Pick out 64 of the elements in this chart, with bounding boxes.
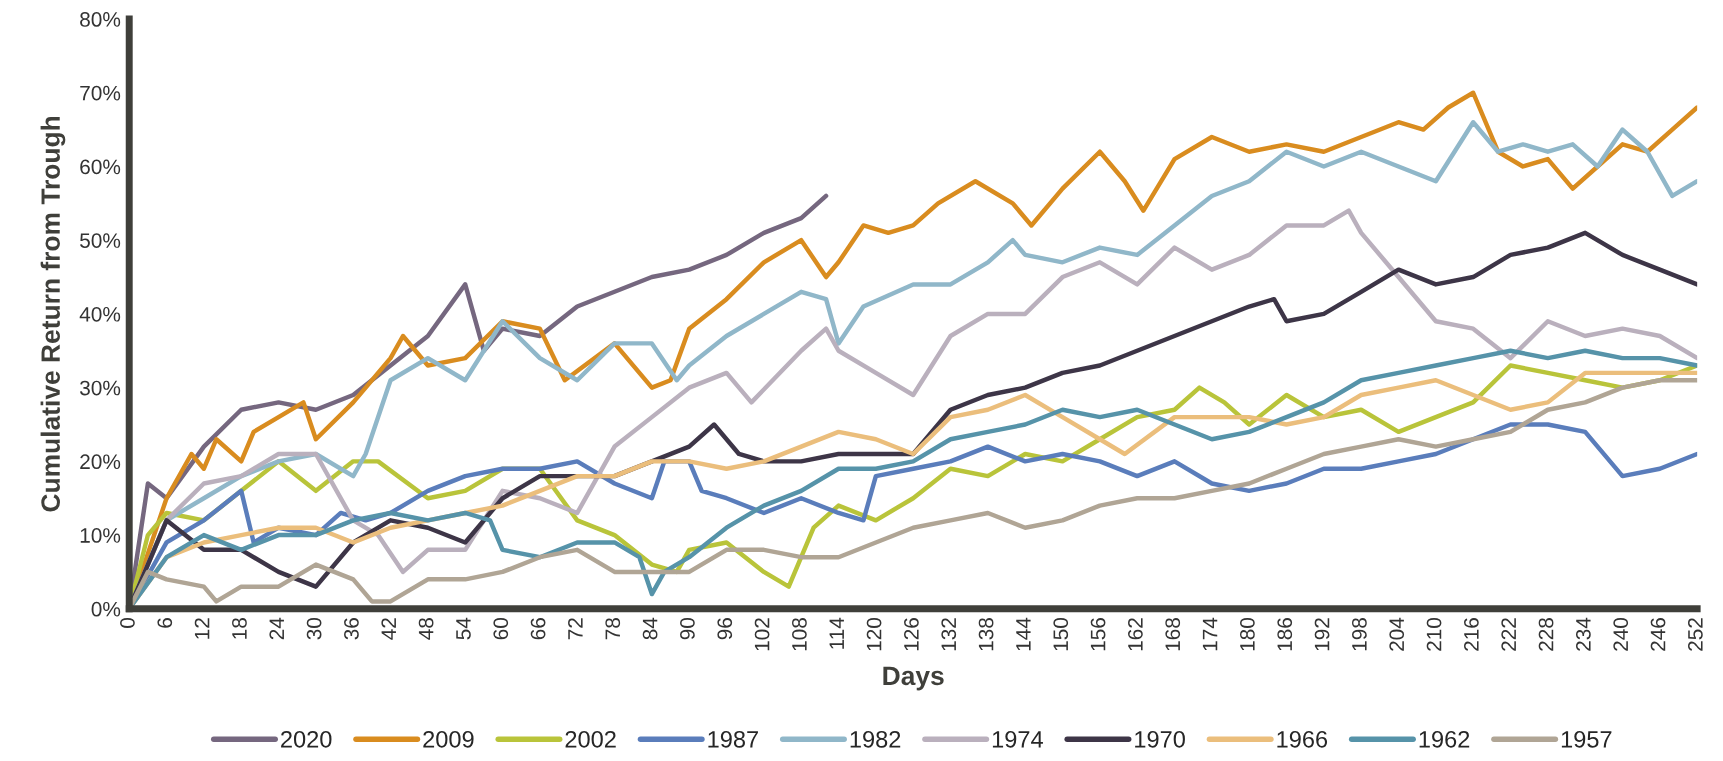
x-tick-label: 114 [829,617,844,649]
x-tick-label: 36 [344,618,359,640]
x-tick-label: 6 [157,618,173,628]
legend-label: 2009 [423,730,474,748]
x-tick-label: 198 [1352,618,1367,651]
x-tick-label: 204 [1389,617,1405,651]
x-tick-label: 150 [1053,617,1069,651]
y-axis-title: Cumulative Return from Trough [40,116,66,512]
x-tick-label: 18 [232,618,247,639]
x-tick-label: 0 [120,617,135,628]
x-tick-label: 48 [418,618,434,640]
x-tick-label: 78 [605,618,621,640]
x-tick-label: 108 [792,618,807,651]
x-tick-label: 126 [904,618,919,651]
x-tick-label: 228 [1538,618,1554,651]
x-tick-label: 84 [642,617,658,640]
x-tick-label: 222 [1501,618,1516,651]
x-tick-label: 132 [941,618,957,651]
y-tick-label: 30% [79,380,121,396]
x-tick-label: 156 [1090,618,1106,651]
legend-label: 1966 [1277,730,1328,748]
y-tick-label: 40% [79,306,121,322]
x-tick-label: 186 [1277,618,1293,651]
legend-label: 1962 [1419,730,1470,748]
x-tick-label: 120 [866,617,882,651]
x-tick-label: 24 [269,617,284,640]
x-tick-label: 216 [1464,618,1479,651]
x-tick-label: 96 [717,618,733,640]
y-tick-label: 0% [91,601,121,617]
x-tick-label: 72 [568,618,583,640]
x-tick-label: 102 [754,618,770,651]
legend-label: 1987 [708,730,758,748]
x-tick-label: 246 [1650,618,1666,651]
x-tick-label: 240 [1613,617,1629,651]
y-tick-label: 10% [80,528,121,543]
x-tick-label: 174 [1202,617,1218,651]
x-tick-label: 234 [1576,617,1591,651]
legend-label: 2020 [281,730,332,748]
y-tick-label: 50% [80,233,121,248]
x-tick-label: 210 [1426,617,1442,651]
x-tick-label: 252 [1687,618,1703,651]
x-tick-label: 30 [306,617,322,640]
x-tick-label: 138 [978,618,994,651]
x-tick-label: 168 [1165,618,1181,651]
y-tick-label: 60% [80,159,121,175]
legend-label: 1957 [1561,730,1612,748]
x-tick-label: 42 [381,618,396,640]
y-tick-label: 70% [80,85,121,101]
x-tick-label: 144 [1016,617,1031,651]
x-tick-label: 54 [456,617,471,640]
x-tick-label: 66 [530,618,546,640]
x-tick-label: 12 [194,618,210,639]
legend-label: 1974 [992,730,1043,748]
legend-label: 2002 [565,730,616,748]
x-axis-title: Days [883,666,944,691]
y-tick-label: 20% [80,454,121,470]
legend-label: 1982 [850,730,901,748]
x-tick-label: 60 [493,617,509,640]
x-tick-label: 192 [1314,618,1330,651]
x-tick-label: 162 [1128,618,1143,651]
x-tick-label: 90 [680,617,695,640]
y-tick-label: 80% [80,12,121,27]
legend-label: 1970 [1135,730,1185,748]
x-tick-label: 180 [1240,617,1255,651]
